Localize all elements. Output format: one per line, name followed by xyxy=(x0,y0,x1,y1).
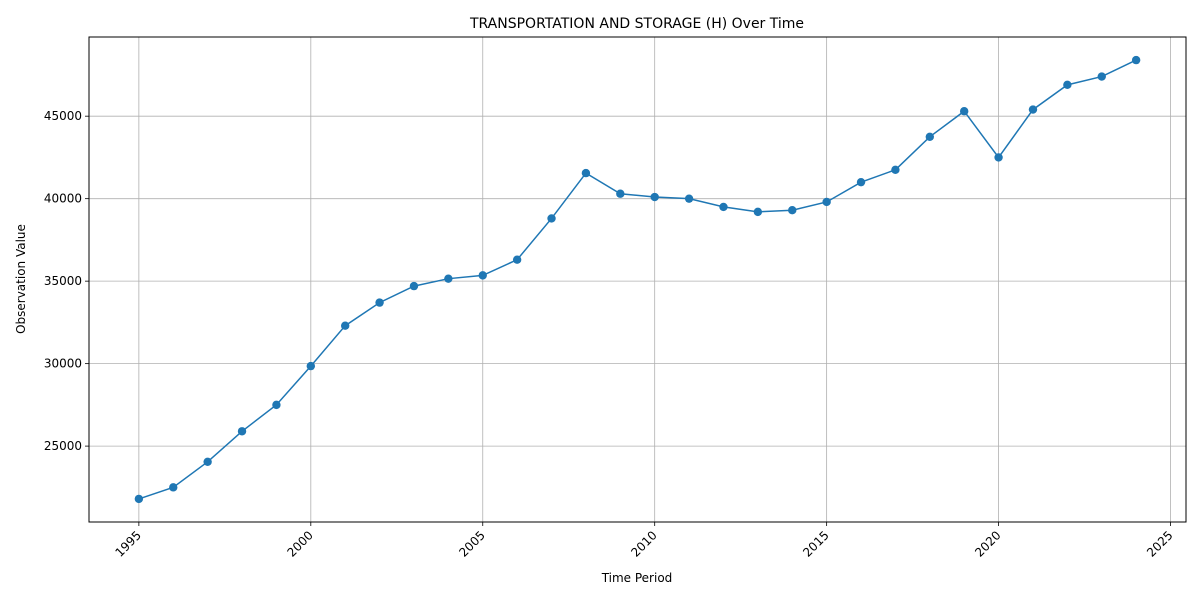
data-point xyxy=(306,361,316,371)
series-layer xyxy=(134,55,1141,504)
data-point xyxy=(203,457,212,466)
data-point xyxy=(237,427,247,436)
data-point xyxy=(169,483,178,492)
y-axis: 25000 30000 35000 40000 45000 xyxy=(44,109,89,453)
data-point xyxy=(134,494,144,504)
data-point xyxy=(1097,72,1106,81)
data-point xyxy=(650,192,659,202)
data-point xyxy=(375,298,384,307)
data-point xyxy=(891,165,900,174)
data-point xyxy=(1063,80,1072,90)
chart-title: TRANSPORTATION AND STORAGE (H) Over Time xyxy=(469,16,804,32)
data-point xyxy=(340,321,350,330)
data-point xyxy=(994,153,1003,162)
data-point xyxy=(719,202,728,212)
data-point xyxy=(822,197,831,207)
data-point xyxy=(478,271,487,280)
data-point xyxy=(547,214,556,223)
data-point xyxy=(444,274,453,283)
data-point xyxy=(616,189,625,198)
data-point xyxy=(1028,105,1038,114)
data-point xyxy=(272,400,281,410)
plot-frame xyxy=(88,36,1187,523)
data-point xyxy=(409,281,419,291)
series-line xyxy=(138,59,1137,500)
y-tick-label: 30000 xyxy=(44,357,82,371)
x-axis-label: Time Period xyxy=(601,571,673,585)
data-point xyxy=(581,168,591,178)
data-point xyxy=(856,177,866,187)
grid-lines xyxy=(89,37,1186,522)
data-point xyxy=(1131,55,1141,65)
y-tick-label: 40000 xyxy=(44,192,82,206)
y-tick-label: 35000 xyxy=(44,274,82,288)
data-point xyxy=(684,194,694,203)
y-tick-label: 45000 xyxy=(44,109,82,123)
data-point xyxy=(512,255,522,264)
data-point xyxy=(753,207,763,217)
y-tick-label: 25000 xyxy=(44,439,82,453)
data-point xyxy=(959,107,969,116)
data-point xyxy=(925,132,935,142)
y-axis-label: Observation Value xyxy=(14,224,28,334)
data-point xyxy=(788,206,797,215)
